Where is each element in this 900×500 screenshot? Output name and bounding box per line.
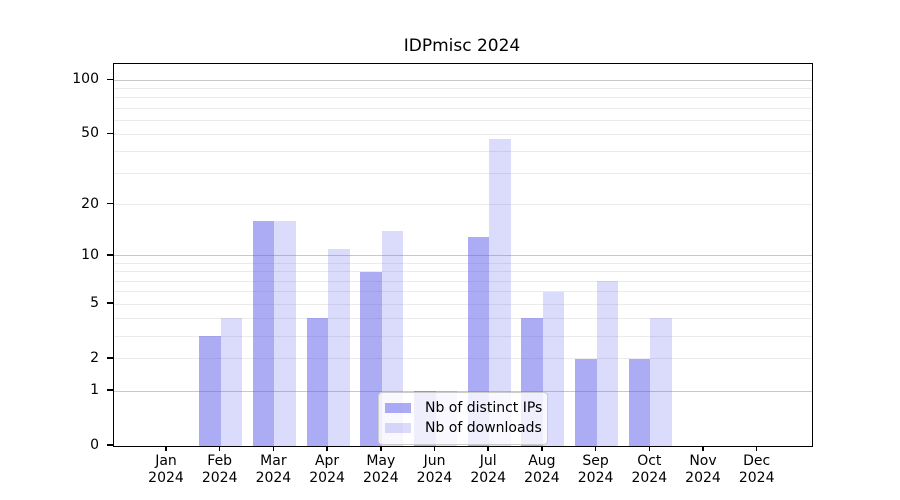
x-axis-tick-label: May 2024 [351, 453, 411, 487]
gridline-minor [114, 317, 812, 319]
gridline-minor [114, 119, 812, 121]
x-axis-tick-label: Jun 2024 [405, 453, 465, 487]
gridline-minor [114, 151, 812, 153]
x-axis-tick-label: Nov 2024 [673, 453, 733, 487]
chart-title: IDPmisc 2024 [403, 36, 521, 56]
legend: Nb of distinct IPs Nb of downloads [378, 392, 548, 445]
x-axis-tick-label-year: 2024 [255, 470, 292, 486]
y-axis-tick-label: 0 [90, 437, 99, 453]
x-axis-tick-label: Oct 2024 [619, 453, 679, 487]
x-axis-tick-mark [541, 446, 543, 451]
y-axis-tick-mark [107, 78, 113, 80]
bar-downloads-oct [650, 318, 672, 446]
gridline-major [114, 390, 812, 392]
x-axis-tick-label: Sep 2024 [566, 453, 626, 487]
bar-ips-feb [199, 336, 221, 446]
gridline-minor [114, 204, 812, 206]
gridline-minor [114, 280, 812, 282]
bar-downloads-feb [220, 318, 243, 446]
bar-downloads-jul [489, 139, 511, 446]
x-axis-tick-mark [165, 446, 167, 451]
legend-item-downloads: Nb of downloads [385, 418, 542, 438]
y-axis-tick-label: 1 [90, 382, 99, 399]
x-axis-tick-mark [755, 446, 758, 451]
y-axis-tick-label: 50 [81, 125, 99, 142]
x-axis-tick-mark [594, 446, 597, 451]
x-axis-tick-label-year: 2024 [577, 470, 614, 486]
x-axis-tick-label-year: 2024 [309, 470, 345, 486]
gridline-minor [114, 97, 812, 99]
x-axis-tick-label: Apr 2024 [297, 453, 357, 487]
x-axis-tick-label-year: 2024 [201, 470, 238, 486]
x-axis-tick-mark [380, 446, 382, 451]
gridline-minor [114, 358, 812, 360]
x-axis-tick-mark [433, 446, 436, 451]
legend-swatch-downloads-icon [385, 423, 411, 433]
y-axis-tick-label: 100 [72, 71, 99, 88]
bar-ips-oct [628, 358, 651, 446]
bar-downloads-apr [328, 249, 350, 446]
bar-downloads-aug [542, 291, 565, 446]
x-axis-tick-label-year: 2024 [685, 470, 721, 486]
x-axis-tick-label-year: 2024 [738, 470, 775, 486]
x-axis-tick-label: Jul 2024 [458, 453, 518, 487]
x-axis-tick-label-year: 2024 [470, 470, 506, 486]
x-axis-tick-mark [272, 446, 275, 451]
y-axis-tick-label: 5 [90, 295, 99, 311]
x-axis-tick-mark [648, 446, 651, 451]
legend-item-distinct-ips: Nb of distinct IPs [385, 398, 543, 418]
y-axis-tick-label: 2 [90, 349, 99, 366]
gridline-minor [114, 88, 812, 90]
bar-ips-apr [306, 318, 329, 446]
gridline-minor [114, 107, 812, 109]
x-axis-tick-label: Dec 2024 [727, 453, 787, 487]
gridline-minor [114, 173, 812, 175]
bar-ips-sep [575, 358, 597, 446]
legend-label-distinct-ips: Nb of distinct IPs [425, 400, 543, 416]
y-axis-tick-mark [107, 202, 113, 205]
bar-downloads-sep [596, 281, 619, 446]
y-axis-tick-mark [107, 302, 113, 304]
legend-swatch-distinct-ips-icon [385, 403, 411, 413]
x-axis-tick-label-year: 2024 [524, 470, 560, 486]
gridline-minor [114, 335, 812, 337]
x-axis-tick-label-year: 2024 [416, 470, 453, 486]
plot-area: Nb of distinct IPs Nb of downloads [113, 63, 813, 447]
gridline-major [114, 79, 812, 81]
y-axis-tick-mark [107, 132, 113, 135]
x-axis-tick-mark [702, 446, 704, 451]
gridline-minor [114, 263, 812, 265]
bar-downloads-mar [274, 221, 296, 446]
legend-label-downloads: Nb of downloads [425, 420, 542, 436]
x-axis-tick-label: Aug 2024 [512, 453, 572, 487]
y-axis-tick-mark [107, 389, 113, 391]
x-axis-tick-label-year: 2024 [631, 470, 668, 486]
y-axis-tick-label: 20 [81, 195, 99, 212]
x-axis-tick-label-year: 2024 [148, 470, 184, 486]
bar-ips-mar [252, 221, 275, 446]
y-axis-tick-label: 10 [81, 246, 99, 263]
gridline-minor [114, 133, 812, 135]
x-axis-tick-mark [218, 446, 221, 451]
y-axis-tick-mark [107, 357, 113, 359]
gridline-minor [114, 303, 812, 305]
gridline-major [114, 255, 812, 257]
gridline-minor [114, 271, 812, 273]
x-axis-tick-label-year: 2024 [362, 470, 399, 486]
x-axis-tick-mark [487, 446, 489, 451]
bar-ips-may [360, 271, 382, 446]
x-axis-tick-label: Mar 2024 [243, 453, 303, 487]
y-axis-tick-mark [107, 444, 113, 446]
x-axis-tick-label: Feb 2024 [190, 453, 250, 487]
x-axis-tick-label: Jan 2024 [136, 453, 196, 487]
y-axis-tick-mark [107, 254, 113, 256]
gridline-minor [114, 291, 812, 293]
x-axis-tick-mark [326, 446, 328, 451]
